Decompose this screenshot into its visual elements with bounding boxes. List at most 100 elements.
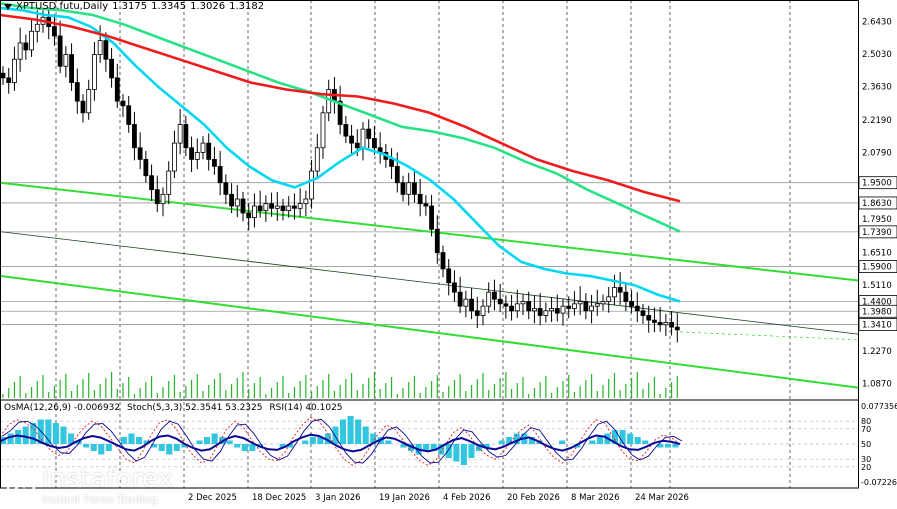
candle-body <box>103 40 109 60</box>
trend-channel-line <box>0 231 859 335</box>
candle <box>246 203 252 231</box>
candle <box>80 94 86 123</box>
osma-bar <box>211 433 218 444</box>
candle <box>52 14 57 46</box>
candle <box>543 302 549 323</box>
candle-body <box>189 147 194 160</box>
candle <box>303 190 309 217</box>
x-tick-label: 19 Jan 2026 <box>379 493 430 503</box>
osma-bar <box>90 444 97 451</box>
candle-body <box>503 303 509 307</box>
osma-bar <box>619 430 626 444</box>
candle-body <box>34 23 40 32</box>
osma-bar <box>438 444 445 455</box>
osma-bar <box>249 444 256 451</box>
candle-body <box>257 205 263 212</box>
candle-body <box>583 301 589 312</box>
candle-body <box>229 193 234 207</box>
osma-bar <box>370 433 377 444</box>
candle-body <box>246 212 252 219</box>
osma-bar <box>45 419 52 444</box>
ma-mid-line <box>0 2 681 233</box>
candle <box>457 276 463 314</box>
candle <box>594 289 600 316</box>
candle-body <box>303 198 309 205</box>
candle-body <box>440 252 446 270</box>
candle <box>617 272 623 305</box>
candle <box>554 294 560 322</box>
candle <box>74 68 80 114</box>
candle <box>160 187 166 217</box>
osma-bar <box>664 444 671 448</box>
candle-body <box>389 159 394 167</box>
osma-bar <box>7 433 14 444</box>
candle-body <box>537 308 543 316</box>
candle-body <box>274 205 280 209</box>
candle <box>200 136 206 160</box>
osma-bar <box>128 433 135 444</box>
osma-bar <box>158 444 165 451</box>
candle <box>92 42 97 101</box>
candle-body <box>657 322 663 326</box>
osma-bar <box>30 423 37 444</box>
candle <box>137 132 143 170</box>
candle-body <box>400 182 406 195</box>
candle <box>229 183 234 213</box>
candle-body <box>297 203 303 209</box>
candle-body <box>360 128 366 149</box>
candle <box>69 43 74 91</box>
candle-body <box>532 308 537 312</box>
indicator-header: OsMA(12,26,9) -0.006932 Stoch(5,3,3) 52.… <box>4 403 347 413</box>
candle <box>452 270 457 302</box>
osma-bar <box>302 440 309 444</box>
candle-body <box>172 142 177 172</box>
candle <box>320 105 326 159</box>
candle <box>29 20 34 57</box>
candle <box>120 94 126 118</box>
candle-body <box>634 305 640 312</box>
candle-body <box>486 291 492 307</box>
candle <box>360 122 366 161</box>
candle-body <box>200 142 206 153</box>
y-tick-label: 1.0870 <box>862 380 892 390</box>
osma-bar <box>324 433 331 444</box>
candle <box>577 286 583 315</box>
y-tick-label: 1.8630 <box>862 199 892 209</box>
candle-body <box>589 305 594 312</box>
candle <box>497 283 503 313</box>
candle <box>600 294 606 311</box>
candle-body <box>412 182 417 195</box>
candle-body <box>126 105 132 125</box>
ma-slow-line <box>0 13 681 203</box>
candle-body <box>194 152 200 160</box>
candle-body <box>86 89 92 114</box>
candle <box>492 279 497 311</box>
price-level-box <box>858 260 897 273</box>
y-tick-label: 1.5900 <box>862 263 892 273</box>
candle-body <box>132 124 137 149</box>
osma-bar <box>498 440 505 444</box>
candle-body <box>652 319 657 323</box>
candle <box>280 199 286 221</box>
candle <box>514 289 520 318</box>
price-level-box <box>858 176 897 190</box>
osma-bar <box>22 426 29 444</box>
candle-body <box>337 100 343 125</box>
osma-bar <box>347 416 354 444</box>
y-tick-label: 2.2190 <box>862 116 892 126</box>
watermark-brand: instaforex <box>42 464 174 494</box>
x-tick-label: 8 Mar 2026 <box>571 493 619 503</box>
osma-bar <box>453 444 460 462</box>
y-tick-label: 2.6430 <box>862 17 892 27</box>
osma-label: OsMA(12,26,9) -0.006932 <box>4 403 121 413</box>
candle <box>177 109 183 155</box>
candle <box>212 146 217 175</box>
dropdown-triangle-icon[interactable] <box>4 3 12 10</box>
candle <box>606 287 612 313</box>
candle <box>640 303 646 324</box>
candle <box>349 124 354 155</box>
osma-bar <box>468 444 475 458</box>
candle-body <box>543 310 549 316</box>
osma-bar <box>612 430 619 444</box>
osma-bar <box>483 444 490 448</box>
